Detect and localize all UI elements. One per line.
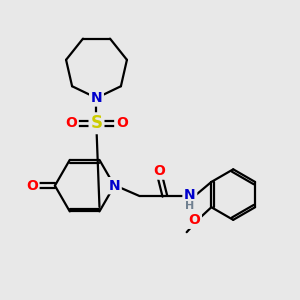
Text: O: O xyxy=(26,179,38,193)
Text: O: O xyxy=(116,116,128,130)
Text: S: S xyxy=(91,114,103,132)
Text: N: N xyxy=(91,91,102,105)
Text: O: O xyxy=(188,213,200,227)
Text: O: O xyxy=(65,116,77,130)
Text: N: N xyxy=(109,179,120,193)
Text: H: H xyxy=(185,201,194,211)
Text: N: N xyxy=(184,188,196,202)
Text: O: O xyxy=(154,164,165,178)
